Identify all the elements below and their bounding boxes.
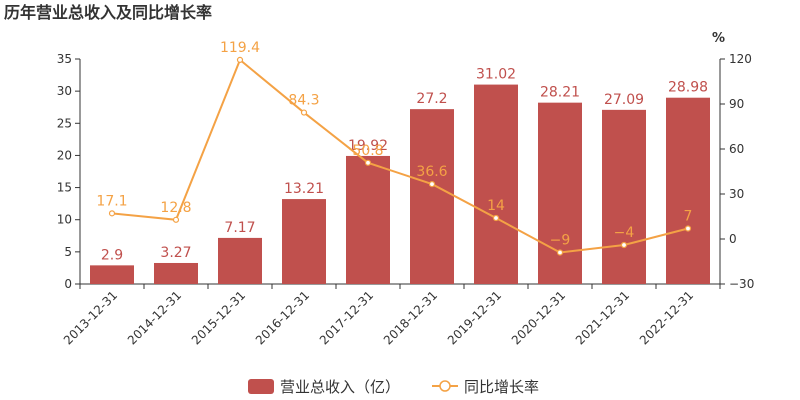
x-tick-label: 2018-12-31 [381,288,440,347]
x-tick-label: 2016-12-31 [253,288,312,347]
x-tick-label: 2014-12-31 [125,288,184,347]
legend[interactable]: 营业总收入（亿） 同比增长率 [248,378,539,396]
y-right-tick-label: 30 [729,187,744,201]
line-data-label: 12.8 [160,200,191,216]
line-series [108,56,692,256]
bar[interactable] [410,109,454,285]
bar-data-label: 19.92 [348,138,388,154]
y-right-tick-label: 60 [729,142,744,156]
line-data-label: 14 [487,198,505,214]
bar[interactable] [538,102,582,285]
line-data-label: −4 [614,225,635,241]
line-data-label: 7 [684,209,693,225]
line-point[interactable] [300,109,308,116]
y-left-tick-label: 20 [57,148,72,162]
bar[interactable] [154,262,198,284]
y-right-tick-label: −30 [729,277,754,291]
line-point[interactable] [556,249,564,256]
line-data-label: 84.3 [288,93,319,109]
x-tick-label: 2017-12-31 [317,288,376,347]
y-left-tick-label: 10 [57,213,72,227]
bar-data-label: 3.27 [160,245,191,261]
y-left-tick-label: 30 [57,84,72,98]
right-axis-unit: % [712,31,725,46]
y-right-tick-label: 0 [729,232,737,246]
bar[interactable] [666,97,710,284]
bar-data-label: 7.17 [224,220,255,236]
line-labels: 17.1 12.8 119.4 84.3 50.8 36.6 14 −9 −4 7 [96,40,692,249]
bar-labels: 2.9 3.27 7.17 13.21 19.92 27.2 31.02 28.21 27.09… [101,67,708,264]
bar-series [90,84,710,285]
bar[interactable] [282,199,326,284]
line-point[interactable] [492,214,500,222]
bar[interactable] [474,84,518,284]
y-left-tick-label: 5 [64,245,72,259]
y-left-tick-label: 25 [57,116,72,130]
line-point[interactable] [108,210,116,217]
x-tick-label: 2020-12-31 [509,288,568,347]
bar-data-label: 28.98 [668,80,708,96]
chart-title: 历年营业总收入及同比增长率 [4,3,212,22]
legend-line-marker [439,380,451,392]
line-data-label: 36.6 [416,164,447,180]
x-tick-label: 2015-12-31 [189,288,248,347]
x-tick-label: 2019-12-31 [445,288,504,347]
bar-data-label: 31.02 [476,67,516,83]
line-data-label: 50.8 [352,143,383,159]
y-right-tick-label: 120 [729,52,752,66]
x-tick-label: 2013-12-31 [61,288,120,347]
bar-data-label: 28.21 [540,85,580,101]
x-tick-label: 2021-12-31 [573,288,632,347]
bar-data-label: 27.2 [416,91,447,107]
y-left-tick-label: 15 [57,181,72,195]
line-point[interactable] [428,181,436,188]
line-data-label: 119.4 [220,40,260,56]
legend-bar-swatch [248,379,274,394]
line-data-label: −9 [550,233,571,249]
bar[interactable] [346,155,390,284]
y-right-tick-label: 90 [729,97,744,111]
legend-line-label: 同比增长率 [464,378,539,396]
line-data-label: 17.1 [96,193,127,209]
legend-bar-label: 营业总收入（亿） [280,378,400,396]
bar[interactable] [90,265,134,284]
bar[interactable] [218,237,262,284]
line-point[interactable] [236,56,244,64]
bar[interactable] [602,109,646,284]
x-tick-label: 2022-12-31 [637,288,696,347]
bar-data-label: 2.9 [101,247,123,263]
line-point[interactable] [172,216,180,223]
bar-data-label: 27.09 [604,92,644,108]
bar-data-label: 13.21 [284,181,324,197]
line-point[interactable] [364,159,372,166]
line-point[interactable] [620,241,628,249]
y-left-tick-label: 35 [57,52,72,66]
line-point[interactable] [684,225,692,232]
growth-line [111,58,689,254]
y-left-tick-label: 0 [64,277,72,291]
